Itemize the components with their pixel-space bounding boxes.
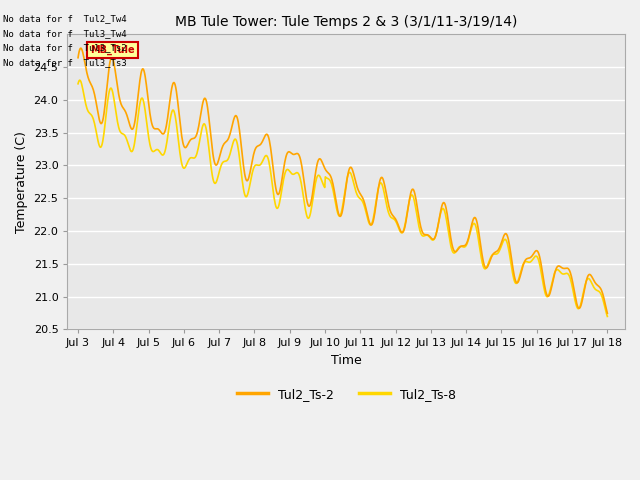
Tul2_Ts-8 (132, 128, 140, 133)
Tul2_Ts-8 (604, 313, 611, 319)
Text: No data for f  Tul3_Ts3: No data for f Tul3_Ts3 (3, 58, 127, 67)
Tul2_Ts-8 (474, 229, 481, 235)
Line: Tul2_Ts-2: Tul2_Ts-2 (78, 48, 607, 313)
Tul2_Ts-2 (474, 220, 481, 226)
Tul2_Ts-8 (452, 249, 460, 255)
Tul2_Ts-8 (212, 179, 220, 185)
Tul2_Ts-8 (74, 81, 82, 87)
Tul2_Ts-2 (301, 184, 308, 190)
Tul2_Ts-8 (301, 203, 308, 208)
Tul2_Ts-2 (212, 162, 220, 168)
Tul2_Ts-8 (532, 253, 540, 259)
Text: No data for f  Tul3_Tw4: No data for f Tul3_Tw4 (3, 29, 127, 38)
Text: No data for f  Tul2_Tw4: No data for f Tul2_Tw4 (3, 14, 127, 24)
Line: Tul2_Ts-8: Tul2_Ts-8 (78, 80, 607, 316)
Text: MB_Tule: MB_Tule (90, 45, 135, 55)
Y-axis label: Temperature (C): Temperature (C) (15, 131, 28, 233)
Tul2_Ts-2 (74, 55, 82, 60)
X-axis label: Time: Time (331, 354, 362, 367)
Tul2_Ts-2 (132, 108, 140, 114)
Tul2_Ts-2 (604, 311, 611, 316)
Tul2_Ts-2 (532, 248, 540, 254)
Title: MB Tule Tower: Tule Temps 2 & 3 (3/1/11-3/19/14): MB Tule Tower: Tule Temps 2 & 3 (3/1/11-… (175, 15, 517, 29)
Tul2_Ts-8 (76, 77, 84, 83)
Tul2_Ts-2 (452, 249, 460, 255)
Text: No data for f  Tul3_Ts2: No data for f Tul3_Ts2 (3, 43, 127, 52)
Tul2_Ts-2 (77, 45, 85, 51)
Legend: Tul2_Ts-2, Tul2_Ts-8: Tul2_Ts-2, Tul2_Ts-8 (232, 383, 461, 406)
